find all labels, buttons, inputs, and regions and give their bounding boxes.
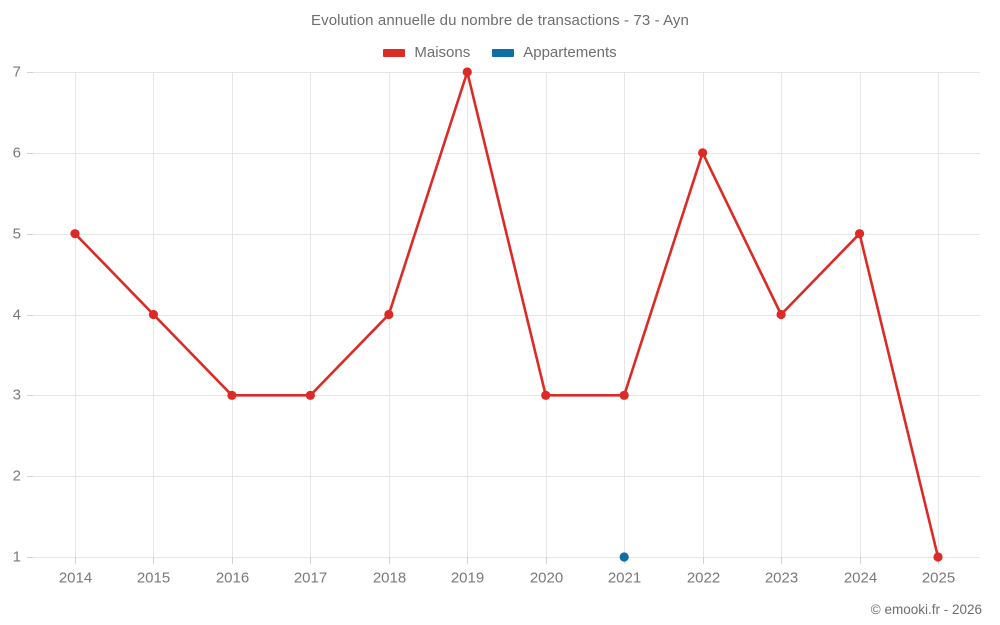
y-axis-tick-label: 6 bbox=[13, 144, 21, 161]
footer-credit: © emooki.fr - 2026 bbox=[870, 602, 982, 617]
data-point-maisons[interactable] bbox=[227, 390, 237, 400]
legend-swatch-icon bbox=[492, 48, 515, 57]
data-point-maisons[interactable] bbox=[148, 309, 159, 320]
x-axis-tick-label: 2024 bbox=[844, 569, 877, 586]
x-axis-tick-label: 2018 bbox=[373, 569, 406, 586]
y-axis-tick-label: 7 bbox=[13, 63, 21, 80]
y-axis-tick-label: 5 bbox=[13, 225, 21, 242]
legend-item-label: Appartements bbox=[523, 44, 617, 61]
legend-item-label: Maisons bbox=[414, 44, 471, 61]
legend-item-appartements[interactable]: Appartements bbox=[492, 44, 617, 61]
data-point-maisons[interactable] bbox=[541, 390, 551, 400]
x-axis-tick-label: 2021 bbox=[608, 569, 641, 586]
x-axis-tick-label: 2025 bbox=[922, 569, 955, 586]
chart-legend: Maisons Appartements bbox=[0, 44, 1000, 61]
legend-item-maisons[interactable]: Maisons bbox=[383, 44, 470, 61]
data-point-maisons[interactable] bbox=[462, 67, 472, 77]
chart-title: Evolution annuelle du nombre de transact… bbox=[311, 12, 689, 29]
x-axis-tick-label: 2014 bbox=[59, 569, 92, 586]
data-point-maisons[interactable] bbox=[384, 309, 394, 320]
y-axis-tick-label: 1 bbox=[13, 548, 21, 565]
data-point-maisons[interactable] bbox=[305, 390, 315, 400]
series-line-maisons bbox=[73, 70, 940, 559]
x-axis-tick-label: 2023 bbox=[765, 569, 798, 586]
data-point-maisons[interactable] bbox=[776, 309, 786, 320]
x-axis-tick-label: 2019 bbox=[451, 569, 484, 586]
x-axis-tick-label: 2017 bbox=[294, 569, 327, 586]
legend-swatch-icon bbox=[383, 48, 406, 57]
data-point-maisons[interactable] bbox=[933, 552, 943, 562]
x-axis-tick-label: 2016 bbox=[216, 569, 249, 586]
x-axis-tick-label: 2022 bbox=[687, 569, 720, 586]
data-point-maisons[interactable] bbox=[698, 148, 708, 158]
y-axis-tick-label: 3 bbox=[13, 386, 21, 403]
x-axis-tick-label: 2015 bbox=[137, 569, 170, 586]
y-axis-tick-label: 2 bbox=[13, 467, 21, 484]
data-point-appartements[interactable] bbox=[619, 552, 629, 562]
x-axis-tick-label: 2020 bbox=[530, 569, 563, 586]
data-point-maisons[interactable] bbox=[70, 229, 80, 239]
data-point-maisons[interactable] bbox=[619, 390, 629, 400]
y-axis-tick-label: 4 bbox=[13, 306, 21, 323]
data-point-maisons[interactable] bbox=[854, 229, 865, 239]
